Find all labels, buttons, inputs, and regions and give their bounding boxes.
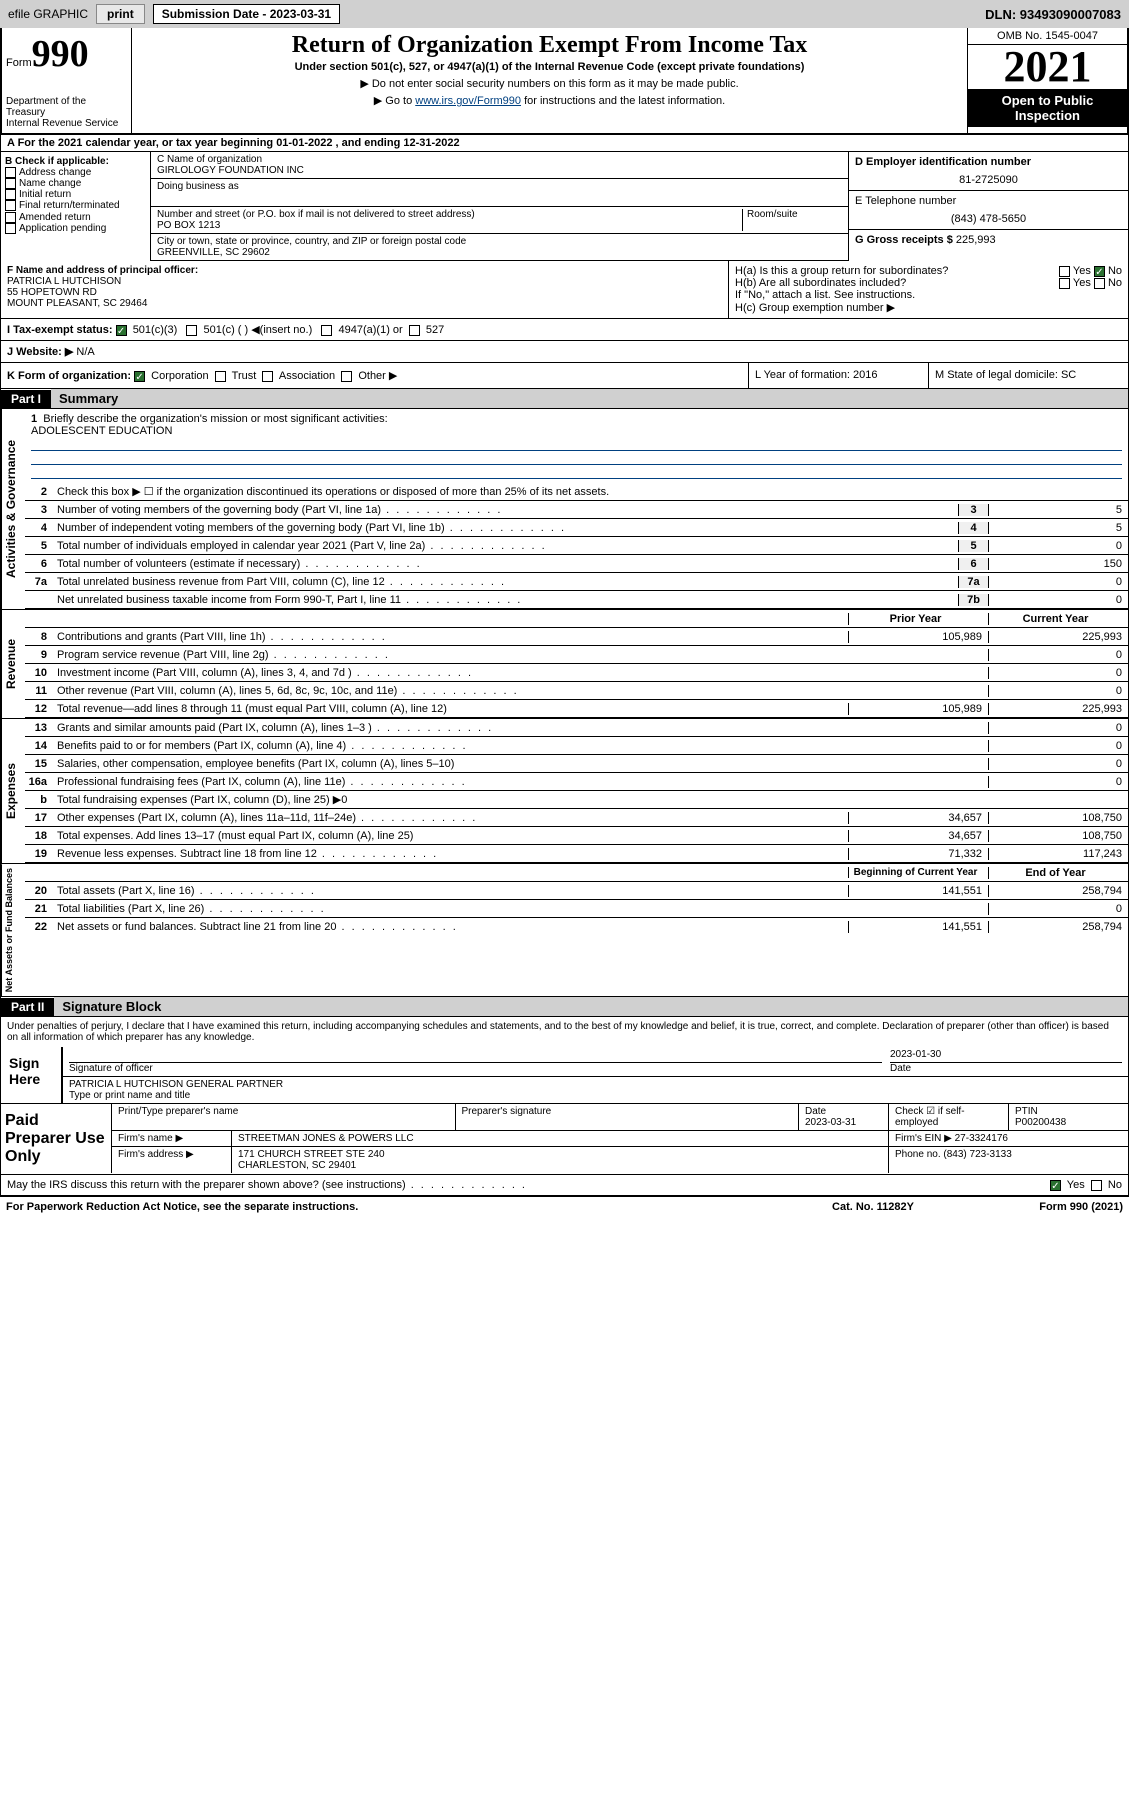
phone-label: E Telephone number (855, 195, 1122, 207)
col-m: M State of legal domicile: SC (928, 363, 1128, 388)
c-name-label: C Name of organization (157, 154, 842, 165)
part2: Part II Signature Block Under penalties … (0, 997, 1129, 1197)
paperwork: For Paperwork Reduction Act Notice, see … (6, 1201, 773, 1213)
open-public: Open to Public Inspection (968, 89, 1127, 127)
line1-text: Briefly describe the organization's miss… (43, 413, 387, 425)
col-f: F Name and address of principal officer:… (1, 261, 728, 318)
room-label: Room/suite (747, 209, 842, 220)
form-label: Form (6, 57, 32, 69)
officer-addr2: MOUNT PLEASANT, SC 29464 (7, 298, 722, 309)
side-expenses: Expenses (1, 719, 25, 863)
org-addr: PO BOX 1213 (157, 220, 742, 231)
officer-addr1: 55 HOPETOWN RD (7, 287, 722, 298)
row-a: A For the 2021 calendar year, or tax yea… (0, 135, 1129, 152)
city-label: City or town, state or province, country… (157, 236, 842, 247)
cb-address: Address change (5, 167, 146, 178)
side-netassets: Net Assets or Fund Balances (1, 864, 25, 996)
form-title: Return of Organization Exempt From Incom… (136, 32, 963, 59)
cb-initial: Initial return (5, 189, 146, 200)
row-i: I Tax-exempt status: 501(c)(3) 501(c) ( … (0, 319, 1129, 341)
mission: ADOLESCENT EDUCATION (31, 425, 1122, 437)
b-label: B Check if applicable: (5, 156, 146, 167)
hc-label: H(c) Group exemption number ▶ (735, 301, 1122, 314)
top-bar: efile GRAPHIC print Submission Date - 20… (0, 0, 1129, 28)
efile-label: efile GRAPHIC (8, 7, 88, 21)
part1-hdr: Part I (1, 390, 51, 408)
org-name: GIRLOLOGY FOUNDATION INC (157, 165, 842, 176)
discuss: May the IRS discuss this return with the… (7, 1179, 1050, 1191)
col-k: K Form of organization: Corporation Trus… (1, 363, 748, 388)
ha-label: H(a) Is this a group return for subordin… (735, 265, 948, 277)
cb-final: Final return/terminated (5, 200, 146, 211)
part2-hdr: Part II (1, 998, 54, 1016)
cb-name: Name change (5, 178, 146, 189)
cb-pending: Application pending (5, 223, 146, 234)
dba-label: Doing business as (157, 181, 842, 192)
gross-receipts: 225,993 (956, 234, 996, 246)
tax-year: 2021 (968, 45, 1127, 89)
part1-title: Summary (51, 389, 1128, 408)
cat-no: Cat. No. 11282Y (773, 1201, 973, 1213)
ein-label: D Employer identification number (855, 156, 1122, 168)
col-b: B Check if applicable: Address change Na… (1, 152, 151, 261)
row-klm: K Form of organization: Corporation Trus… (0, 363, 1129, 389)
f-label: F Name and address of principal officer: (7, 265, 722, 276)
line2: Check this box ▶ ☐ if the organization d… (53, 483, 1128, 500)
part1: Part I Summary Activities & Governance 1… (0, 389, 1129, 997)
form-number: 990 (32, 33, 89, 75)
col-c: C Name of organization GIRLOLOGY FOUNDAT… (151, 152, 848, 261)
form-ref: Form 990 (2021) (973, 1201, 1123, 1213)
dept-label: Department of the Treasury (6, 96, 127, 118)
officer-sig-name: PATRICIA L HUTCHISON GENERAL PARTNER (69, 1079, 1122, 1090)
dln: DLN: 93493090007083 (985, 7, 1121, 22)
side-revenue: Revenue (1, 610, 25, 718)
form-note1: ▶ Do not enter social security numbers o… (136, 77, 963, 90)
irs-link[interactable]: www.irs.gov/Form990 (415, 95, 521, 107)
section-bc: B Check if applicable: Address change Na… (0, 152, 1129, 261)
sign-here: Sign Here (1, 1047, 61, 1103)
col-l: L Year of formation: 2016 (748, 363, 928, 388)
submission-date: Submission Date - 2023-03-31 (153, 4, 340, 24)
part2-title: Signature Block (54, 997, 1128, 1016)
form-header: Form990 Department of the Treasury Inter… (0, 28, 1129, 135)
cb-amended: Amended return (5, 212, 146, 223)
form-note2: ▶ Go to www.irs.gov/Form990 for instruct… (136, 94, 963, 107)
hb-note: If "No," attach a list. See instructions… (735, 289, 1122, 301)
gross-label: G Gross receipts $ (855, 234, 953, 246)
col-h: H(a) Is this a group return for subordin… (728, 261, 1128, 318)
section-fh: F Name and address of principal officer:… (0, 261, 1129, 319)
hb-label: H(b) Are all subordinates included? (735, 277, 906, 289)
irs-label: Internal Revenue Service (6, 118, 127, 129)
side-activities: Activities & Governance (1, 409, 25, 609)
row-j: J Website: ▶ N/A (0, 341, 1129, 363)
declaration: Under penalties of perjury, I declare th… (1, 1017, 1128, 1047)
ein: 81-2725090 (855, 174, 1122, 186)
addr-label: Number and street (or P.O. box if mail i… (157, 209, 742, 220)
print-button[interactable]: print (96, 4, 145, 24)
officer-name: PATRICIA L HUTCHISON (7, 276, 722, 287)
col-de: D Employer identification number 81-2725… (848, 152, 1128, 261)
paid-preparer: Paid Preparer Use Only (1, 1104, 111, 1174)
phone: (843) 478-5650 (855, 213, 1122, 225)
org-city: GREENVILLE, SC 29602 (157, 247, 842, 258)
footer: For Paperwork Reduction Act Notice, see … (0, 1197, 1129, 1217)
form-subtitle: Under section 501(c), 527, or 4947(a)(1)… (136, 61, 963, 73)
